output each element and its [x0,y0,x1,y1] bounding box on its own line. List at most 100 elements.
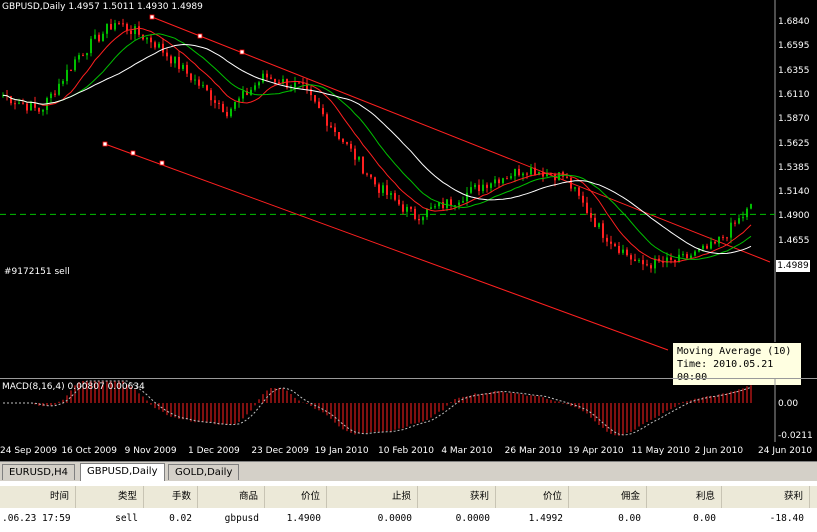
candle [174,56,176,68]
candle [410,206,412,212]
candle [22,98,24,105]
price-tick-label: 1.6110 [778,89,810,100]
column-header[interactable]: 类型 [76,486,144,508]
candle [534,162,536,176]
date-tick-label: 11 May 2010 [631,446,691,456]
order-cell: 0.0000 [455,513,490,524]
order-cell: 0.00 [693,513,716,524]
candle [430,202,432,210]
channel-anchor-point [197,33,203,39]
candle [294,76,296,93]
column-header[interactable]: 价位 [265,486,327,508]
moving-average-slow-line [2,43,752,255]
tab-eurusd-h4[interactable]: EURUSD,H4 [2,464,76,480]
order-cell: .06.23 17:59 [2,513,71,524]
column-header[interactable]: 手数 [144,486,198,508]
candle [674,259,676,267]
candle [258,80,260,89]
candle [54,90,56,98]
macd-chart[interactable] [0,379,817,442]
candle [570,176,572,192]
candle [634,253,636,262]
order-row[interactable]: .06.23 17:59 sell 0.02 gbpusd 1.4900 0.0000 0.… [0,508,817,530]
candle [374,176,376,187]
candle [734,220,736,227]
candle [722,234,724,241]
candle [598,222,600,230]
candle [370,173,372,180]
candle [214,95,216,109]
channel-upper-line [151,16,771,263]
date-tick-label: 19 Apr 2010 [568,446,624,456]
candle [182,62,184,71]
candle [270,74,272,80]
column-header[interactable]: 商品 [198,486,265,508]
candle [730,217,732,244]
column-header[interactable]: 佣金 [569,486,647,508]
candle [358,156,360,162]
chart-separator[interactable] [0,378,817,379]
candle [494,176,496,187]
channel-anchor-point [130,150,136,156]
candle [178,51,180,73]
price-tick-label: 1.5625 [778,138,810,149]
candle [378,182,380,198]
price-tick-label: 1.6355 [778,65,810,76]
candle [418,214,420,225]
candle [414,206,416,221]
order-cell: 0.0000 [377,513,412,524]
date-tick-label: 10 Feb 2010 [378,446,435,456]
candle [658,255,660,263]
candle [10,95,12,106]
candle [58,78,60,96]
candle [266,70,268,82]
candle [110,18,112,30]
candle [190,72,192,83]
order-cell: -18.40 [769,513,804,524]
candle [306,78,308,94]
candle [114,19,116,32]
column-header[interactable]: 时间 [0,486,76,508]
date-tick-label: 23 Dec 2009 [251,446,309,456]
candle [726,236,728,242]
column-header[interactable]: 获利 [722,486,810,508]
column-header[interactable]: 获利 [418,486,496,508]
candle [102,31,104,42]
candle [510,173,512,180]
candle [574,186,576,192]
candle-series [2,18,752,274]
price-chart[interactable] [0,0,817,378]
candle [498,177,500,187]
candle [566,173,568,179]
candle [70,69,72,72]
candle [666,252,668,268]
column-header[interactable]: 利息 [647,486,722,508]
candle [554,172,556,187]
candle [254,82,256,92]
candle [578,187,580,200]
date-tick-label: 16 Oct 2009 [61,446,117,456]
candle [210,87,212,106]
moving-average-mid-line [2,33,752,260]
price-tick-label: 1.5140 [778,187,810,198]
column-header[interactable]: 价位 [496,486,569,508]
candle [542,167,544,182]
candle [134,23,136,40]
candle [710,237,712,250]
trade-terminal: 时间 类型 手数 商品 价位 止损 获利 价位 佣金 利息 获利 .06.23 17:59 sell 0… [0,481,817,532]
candle [366,172,368,177]
tab-gold-daily[interactable]: GOLD,Daily [168,464,240,480]
candle [622,244,624,255]
candle [402,200,404,215]
candle [42,108,44,116]
candle [490,182,492,193]
tab-gbpusd-daily[interactable]: GBPUSD,Daily [80,463,165,481]
price-tick-label: 1.5870 [778,114,810,125]
candle [650,263,652,273]
candle [506,175,508,180]
column-header[interactable]: 止损 [327,486,418,508]
candle [126,22,128,35]
candle [250,87,252,96]
candle [278,79,280,84]
